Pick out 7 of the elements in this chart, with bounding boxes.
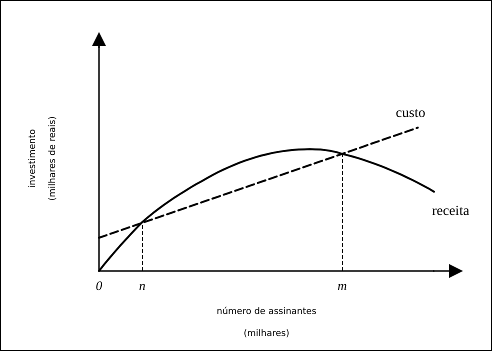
- series-label: custo: [396, 106, 426, 122]
- x-tick-label: n: [138, 278, 146, 293]
- x-tick-label: m: [337, 278, 347, 293]
- y-axis-title: investimento (milhares de reais): [28, 116, 58, 201]
- series-label: receita: [432, 204, 470, 220]
- text: número de assinantes (milhares): [216, 307, 316, 339]
- x-tick-label: 0: [96, 278, 103, 293]
